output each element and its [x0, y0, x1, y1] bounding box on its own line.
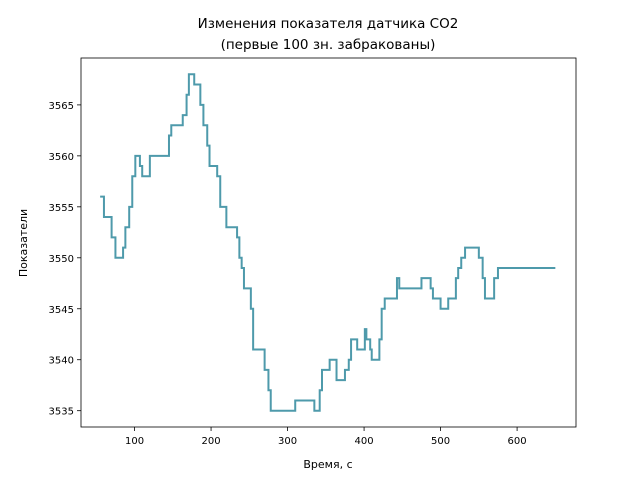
y-tick-label: 3535	[49, 407, 74, 418]
y-tick-label: 3540	[49, 356, 74, 367]
x-tick-label: 600	[508, 436, 527, 447]
series-line-0	[100, 73, 556, 412]
plot-frame	[80, 57, 577, 428]
x-tick-label: 300	[278, 436, 297, 447]
y-tick-label: 3565	[49, 101, 74, 112]
x-tick-label: 500	[431, 436, 450, 447]
chart-title-line-2: (первые 100 зн. забракованы)	[221, 37, 436, 53]
y-axis-label: Показатели	[17, 209, 30, 277]
x-tick-label: 100	[125, 436, 144, 447]
chart-title-line-1: Изменения показателя датчика CO2	[198, 16, 459, 32]
y-tick-label: 3550	[49, 254, 74, 265]
y-tick-label: 3560	[49, 152, 74, 163]
x-tick-label: 200	[202, 436, 221, 447]
x-axis-label: Время, с	[303, 458, 352, 471]
plot-area: 100 200 300 400 500 600 3535 3540 3545 3550 3555 35…	[49, 57, 577, 447]
y-tick-label: 3555	[49, 203, 74, 214]
y-tick-label: 3545	[49, 305, 74, 316]
x-tick-label: 400	[355, 436, 374, 447]
